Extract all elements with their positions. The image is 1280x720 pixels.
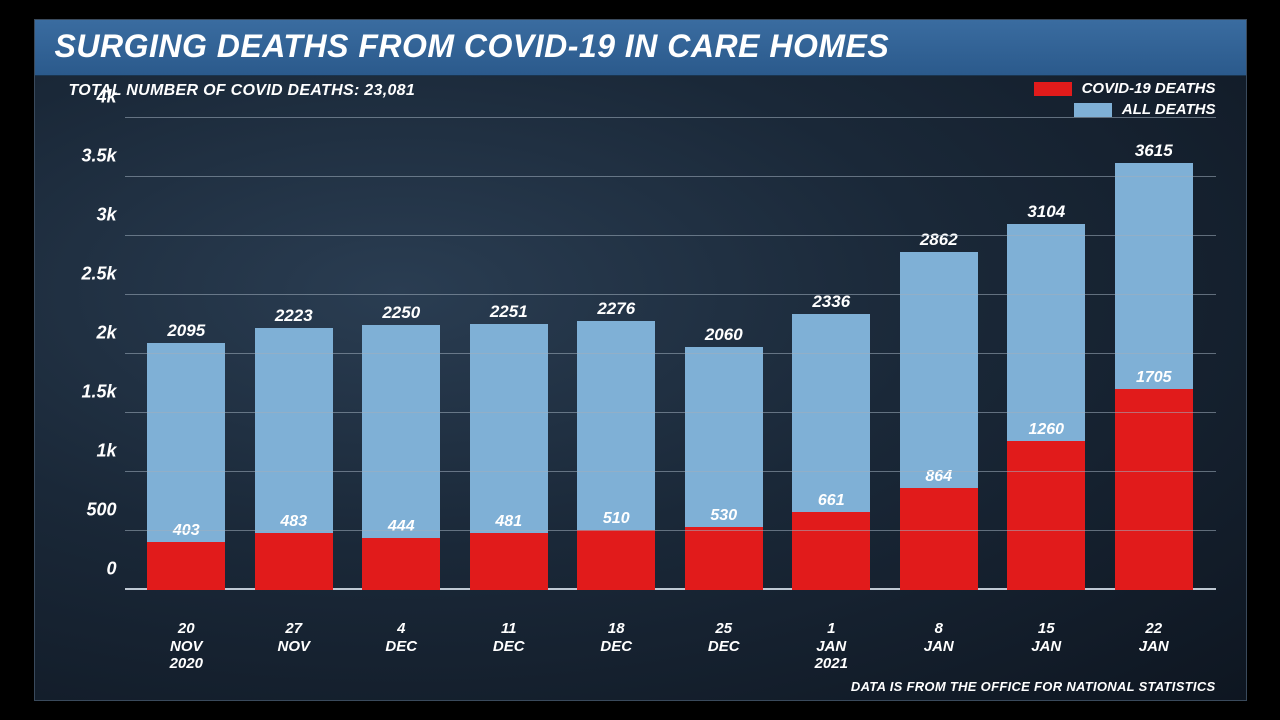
bar-segment-all: 2223 — [255, 328, 333, 533]
bar-stack: 2223483 — [255, 328, 333, 590]
x-tick-label: 20 NOV 2020 — [147, 620, 225, 672]
bar-stack: 2251481 — [470, 324, 548, 590]
bar-group: 2223483 — [255, 118, 333, 590]
y-tick-label: 0 — [67, 559, 117, 580]
x-tick-label: 1 JAN 2021 — [792, 620, 870, 672]
bar-segment-covid: 510 — [577, 530, 655, 590]
gridline — [125, 471, 1216, 472]
bar-segment-covid: 530 — [685, 527, 763, 590]
bar-group: 36151705 — [1115, 118, 1193, 590]
x-tick-label: 8 JAN — [900, 620, 978, 672]
chart-title: SURGING DEATHS FROM COVID-19 IN CARE HOM… — [35, 20, 1246, 76]
legend-item-covid: COVID-19 DEATHS — [1034, 80, 1216, 97]
bar-segment-all: 2862 — [900, 252, 978, 488]
gridline — [125, 530, 1216, 531]
bar-value-covid: 444 — [388, 518, 415, 536]
legend-swatch-all — [1074, 103, 1112, 117]
bar-group: 2060530 — [685, 118, 763, 590]
bar-stack: 31041260 — [1007, 224, 1085, 590]
y-tick-label: 1.5k — [67, 382, 117, 403]
plot-area: 2095403222348322504442251481227651020605… — [125, 118, 1216, 590]
bar-value-all: 3104 — [1027, 202, 1065, 222]
bar-group: 2251481 — [470, 118, 548, 590]
y-tick-label: 3k — [67, 205, 117, 226]
legend-label-all: ALL DEATHS — [1122, 101, 1216, 118]
bar-value-all: 2095 — [167, 321, 205, 341]
bar-group: 2862864 — [900, 118, 978, 590]
bar-value-covid: 1260 — [1028, 421, 1064, 439]
bar-stack: 36151705 — [1115, 163, 1193, 590]
bar-stack: 2276510 — [577, 321, 655, 590]
chart-subtitle: TOTAL NUMBER OF COVID DEATHS: 23,081 — [69, 82, 416, 100]
y-tick-label: 3.5k — [67, 146, 117, 167]
gridline — [125, 117, 1216, 118]
bar-value-covid: 1705 — [1136, 369, 1172, 387]
bar-stack: 2336661 — [792, 314, 870, 590]
legend-item-all: ALL DEATHS — [1034, 101, 1216, 118]
chart-footer: DATA IS FROM THE OFFICE FOR NATIONAL STA… — [851, 679, 1216, 694]
bar-group: 2250444 — [362, 118, 440, 590]
gridline — [125, 353, 1216, 354]
bar-value-all: 2336 — [812, 292, 850, 312]
x-tick-label: 25 DEC — [685, 620, 763, 672]
y-tick-label: 2.5k — [67, 264, 117, 285]
bar-segment-covid: 403 — [147, 542, 225, 590]
gridline — [125, 294, 1216, 295]
bar-segment-all: 2250 — [362, 325, 440, 538]
bar-segment-covid: 864 — [900, 488, 978, 590]
bar-value-covid: 483 — [280, 513, 307, 531]
x-tick-label: 15 JAN — [1007, 620, 1085, 672]
bar-value-covid: 530 — [710, 507, 737, 525]
bar-segment-covid: 444 — [362, 538, 440, 590]
bars-container: 2095403222348322504442251481227651020605… — [125, 118, 1216, 590]
bar-value-covid: 481 — [495, 513, 522, 531]
bar-segment-covid: 1705 — [1115, 389, 1193, 590]
x-axis-labels: 20 NOV 2020 27 NOV 4 DEC 11 DEC 18 DEC 25 DEC… — [125, 620, 1216, 672]
bar-group: 2276 510 — [577, 118, 655, 590]
bar-segment-covid: 1260 — [1007, 441, 1085, 590]
bar-value-all: 3615 — [1135, 141, 1173, 161]
x-tick-label: 11 DEC — [470, 620, 548, 672]
bar-value-all: 2250 — [382, 303, 420, 323]
bar-value-all: 2276 — [597, 299, 635, 319]
y-tick-label: 1k — [67, 441, 117, 462]
x-tick-label: 27 NOV — [255, 620, 333, 672]
legend-label-covid: COVID-19 DEATHS — [1082, 80, 1216, 97]
bar-segment-all: 2251 — [470, 324, 548, 533]
bar-segment-all: 2095 — [147, 343, 225, 543]
bar-stack: 2060530 — [685, 347, 763, 590]
bar-segment-covid: 481 — [470, 533, 548, 590]
bar-value-all: 2223 — [275, 306, 313, 326]
x-tick-label: 18 DEC — [577, 620, 655, 672]
bar-segment-all: 2336 — [792, 314, 870, 512]
bar-stack: 2862864 — [900, 252, 978, 590]
bar-group: 31041260 — [1007, 118, 1085, 590]
bar-value-all: 2060 — [705, 325, 743, 345]
x-tick-label: 22 JAN — [1115, 620, 1193, 672]
bar-stack: 2250444 — [362, 325, 440, 591]
bar-value-covid: 661 — [818, 492, 845, 510]
x-tick-label: 4 DEC — [362, 620, 440, 672]
bar-segment-covid: 661 — [792, 512, 870, 590]
y-tick-label: 2k — [67, 323, 117, 344]
bar-stack: 2095403 — [147, 343, 225, 590]
bar-segment-all: 3615 — [1115, 163, 1193, 388]
bar-value-covid: 403 — [173, 522, 200, 540]
chart-panel: SURGING DEATHS FROM COVID-19 IN CARE HOM… — [34, 19, 1247, 701]
bar-value-all: 2862 — [920, 230, 958, 250]
y-tick-label: 4k — [67, 87, 117, 108]
bar-segment-all: 2060 — [685, 347, 763, 528]
bar-segment-all: 3104 — [1007, 224, 1085, 442]
gridline — [125, 235, 1216, 236]
y-tick-label: 500 — [67, 500, 117, 521]
gridline — [125, 176, 1216, 177]
bar-value-covid: 510 — [603, 510, 630, 528]
legend: COVID-19 DEATHS ALL DEATHS — [1034, 80, 1216, 122]
bar-group: 2095403 — [147, 118, 225, 590]
bar-group: 2336661 — [792, 118, 870, 590]
bar-value-all: 2251 — [490, 302, 528, 322]
bar-segment-covid: 483 — [255, 533, 333, 590]
legend-swatch-covid — [1034, 82, 1072, 96]
gridline — [125, 412, 1216, 413]
